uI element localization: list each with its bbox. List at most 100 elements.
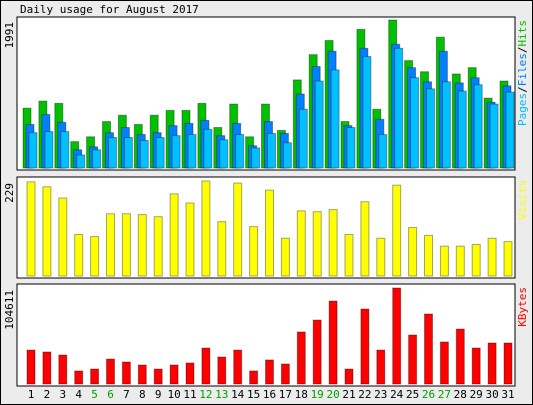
bar [171,135,181,169]
y-tick-label: 229 [3,183,16,203]
x-tick-label: 31 [501,388,514,401]
bar [92,149,102,169]
x-tick-label: 3 [59,388,66,401]
bar [392,287,402,385]
bar [312,319,322,385]
bar [362,55,372,169]
x-tick-label: 30 [485,388,498,401]
x-tick-label: 28 [454,388,467,401]
legend: KBytes [516,287,529,327]
x-tick-label: 5 [91,388,98,401]
x-tick-label: 25 [406,388,419,401]
bar [439,245,449,277]
x-tick-label: 22 [358,388,371,401]
x-tick-label: 26 [422,388,435,401]
bar [235,134,245,169]
bar [76,154,86,169]
x-tick-label: 16 [263,388,276,401]
bar [344,368,354,385]
bar [74,370,84,385]
bar [28,132,38,169]
legend-entry: Visits [516,180,529,220]
bar [505,91,515,169]
bar [42,351,52,385]
bar [424,313,433,385]
bar [328,209,338,277]
legend: Pages/Files/Hits [516,20,529,126]
bar [106,213,115,277]
x-tick-label: 9 [155,388,162,401]
bar [473,84,483,169]
bar [185,362,195,385]
x-tick-label: 2 [44,388,51,401]
x-tick-label: 12 [199,388,212,401]
bar [90,368,100,385]
x-tick-label: 4 [75,388,82,401]
legend-separator: / [516,86,529,93]
x-tick-label: 19 [311,388,324,401]
legend-entry: KBytes [516,287,529,327]
x-tick-label: 8 [139,388,146,401]
bar [201,347,211,385]
bar [471,243,481,277]
bar [280,237,290,277]
bar [455,328,465,385]
bar [217,356,227,385]
bar [314,80,324,169]
bar [441,81,451,169]
y-tick-label: 1991 [3,22,16,49]
bar [457,90,467,169]
legend-entry: Files [516,53,529,86]
bar [424,234,433,277]
bar [90,236,100,277]
x-tick-label: 20 [326,388,339,401]
bar [392,184,402,277]
bar [408,334,418,385]
bar [330,69,340,169]
bar [471,347,481,385]
bar [155,137,165,169]
bar [26,349,36,385]
bar [360,308,370,385]
bar [439,341,449,385]
bar [108,137,117,169]
bar [312,211,322,277]
bar [123,137,133,169]
x-tick-label: 21 [342,388,355,401]
bar [169,193,179,277]
bar [487,342,497,385]
bar [376,237,386,277]
bar [410,77,420,169]
bar [137,364,147,385]
bar [187,134,197,169]
bar [408,226,418,277]
bar [360,201,370,277]
bar [344,234,354,277]
bar [233,349,243,385]
bar [217,221,227,277]
chart-title: Daily usage for August 2017 [20,3,199,16]
x-tick-label: 23 [374,388,387,401]
x-tick-label: 27 [438,388,451,401]
bar [328,300,338,385]
bar [503,342,513,385]
bar [376,349,386,385]
bar [298,108,308,169]
bar [233,182,243,277]
x-tick-label: 14 [231,388,245,401]
bar [139,139,149,169]
bar [58,354,68,385]
y-tick-label: 104611 [3,290,16,330]
x-tick-label: 11 [183,388,196,401]
bar [346,126,356,169]
x-tick-label: 1 [28,388,35,401]
bar [296,210,306,277]
bar [489,103,499,169]
bar [265,359,274,385]
x-tick-label: 17 [279,388,292,401]
bar [203,128,213,169]
bar [267,132,276,169]
bar [42,186,52,277]
bar [137,214,147,277]
